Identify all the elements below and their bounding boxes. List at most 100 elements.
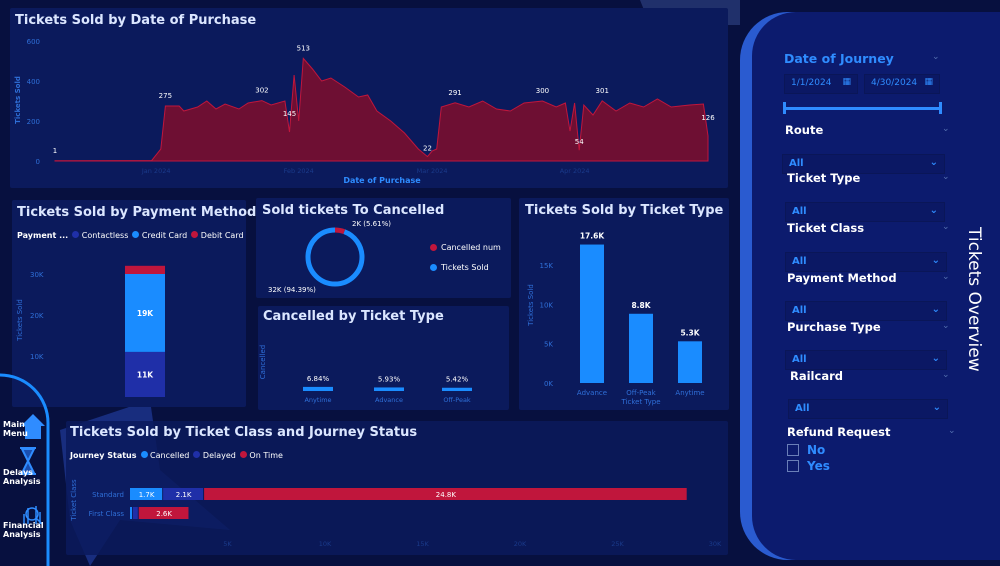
chevron-down-icon[interactable]: ⌄ [932,52,940,62]
nav-delays-analysis[interactable]: Delays Analysis [2,445,48,489]
y-tick-label: 10K [30,353,44,361]
donut-slice-tickets-sold [305,227,365,287]
cancelled-slice-label: 2K (5.61%) [352,220,391,228]
chevron-down-icon: ⌄ [929,157,938,168]
y-axis-label: Tickets Sold [527,284,535,327]
data-label: 5.42% [446,376,469,384]
railcard-dropdown[interactable]: All ⌄ [788,399,948,419]
data-label: 291 [448,89,461,97]
data-label: 145 [283,110,296,118]
data-label: 513 [297,44,310,52]
slider-handle-start[interactable] [783,102,786,114]
ticket-type-dropdown[interactable]: All ⌄ [785,202,945,222]
chart-title: Cancelled by Ticket Type [263,309,444,324]
x-tick-label: Mar 2024 [417,167,448,175]
bar-segment-on-time [204,488,687,500]
chevron-down-icon[interactable]: ⌄ [942,321,950,331]
date-end-input[interactable]: 4/30/2024 ▦ [864,74,940,94]
chart-title: Tickets Sold by Ticket Type [525,203,724,218]
chevron-down-icon[interactable]: ⌄ [942,370,950,380]
legend-item-cancelled-num[interactable]: Cancelled num [430,243,501,252]
data-label: 126 [701,114,715,122]
legend-item-on-time[interactable]: On Time [239,451,283,460]
area-series [54,57,709,162]
chevron-down-icon[interactable]: ⌄ [942,172,950,182]
date-start-input[interactable]: 1/1/2024 ▦ [784,74,858,94]
y-tick-label: 200 [27,118,40,126]
legend-item-delayed[interactable]: Delayed [193,451,236,460]
chevron-down-icon[interactable]: ⌄ [942,222,950,232]
legend-title: Payment ... [17,231,69,240]
x-tick-label: Jan 2024 [141,167,171,175]
legend-item-tickets-sold[interactable]: Tickets Sold [430,263,489,272]
date-range-slider[interactable] [784,107,942,110]
bar [303,386,333,391]
x-tick-label: Anytime [304,396,331,404]
x-tick-label: Off-Peak [626,389,656,397]
data-label: 22 [423,145,432,153]
y-tick-label: 30K [30,271,44,279]
filter-sidebar: Date of Journey ⌄ 1/1/2024 ▦ 4/30/2024 ▦ R… [740,12,1000,560]
legend: Payment ... Contactless Credit Card Debi… [17,231,244,240]
filter-label-ticket-type: Ticket Type [787,171,861,185]
bar-segment-delayed [132,507,138,519]
bar-segment-delayed [163,488,204,500]
chevron-down-icon[interactable]: ⌄ [942,272,950,282]
x-tick-label: 5K [223,540,232,548]
data-label: 302 [255,87,268,95]
data-label: 11K [137,370,154,379]
y-axis-label: Ticket Class [70,479,78,522]
nav-arc [0,373,50,566]
nav-label: Delays Analysis [3,468,41,486]
sold-to-cancelled-panel: Sold tickets To Cancelled 2K (5.61%) 32K… [256,198,511,298]
payment-method-dropdown[interactable]: All ⌄ [785,301,947,321]
chevron-down-icon[interactable]: ⌄ [948,426,956,436]
refund-request-label: Refund Request [787,425,891,439]
x-tick-label: Advance [375,396,403,404]
bar [442,387,472,391]
legend-item-debit-card[interactable]: Debit Card [191,231,244,240]
slider-handle-end[interactable] [939,102,942,114]
bar [374,387,404,391]
x-tick-label: Advance [577,389,607,397]
filter-label-payment-method: Payment Method [787,271,897,285]
class-journey-chart: 5K 10K 15K 20K 25K 30K Ticket Class Standard 1.7… [70,479,722,548]
legend-title: Journey Status [70,451,137,460]
nav-main-menu[interactable]: Main Menu [2,412,48,442]
legend-item-credit-card[interactable]: Credit Card [132,231,187,240]
bar [629,313,653,383]
y-tick-label: 600 [27,38,40,46]
data-label: 5.93% [378,375,401,383]
calendar-icon[interactable]: ▦ [924,77,933,87]
legend-item-cancelled[interactable]: Cancelled [140,451,189,460]
home-icon [21,414,45,439]
bar [678,341,702,383]
x-tick-label: 15K [416,540,429,548]
date-of-journey-label: Date of Journey [784,51,894,66]
x-tick-label: Off-Peak [443,396,471,404]
refund-no-checkbox[interactable]: No [787,443,825,457]
chart-title: Tickets Sold by Payment Method [17,205,257,220]
chart-title: Sold tickets To Cancelled [262,203,445,218]
purchase-type-dropdown[interactable]: All ⌄ [785,350,947,370]
nav-label: Financial Analysis [3,521,44,539]
x-tick-label: Anytime [675,389,704,397]
y-tick-label: First Class [89,510,125,518]
data-label: 301 [596,87,609,95]
x-axis-label: Date of Purchase [343,176,421,185]
nav-financial-analysis[interactable]: Financial Analysis [2,500,48,542]
refund-yes-checkbox[interactable]: Yes [787,459,830,473]
data-label: 8.8K [631,301,651,310]
data-label: 2.1K [176,491,192,499]
data-label: 6.84% [307,375,330,383]
legend-item-contactless[interactable]: Contactless [72,231,128,240]
route-dropdown[interactable]: All ⌄ [782,154,945,174]
y-axis-label: Tickets Sold [14,76,22,124]
ticket-class-dropdown[interactable]: All ⌄ [785,252,947,272]
bar-segment-cancelled [130,488,163,500]
chevron-down-icon[interactable]: ⌄ [942,124,950,134]
data-label: 54 [575,138,584,146]
sold-to-cancelled-donut [305,227,365,287]
filter-label-route: Route [785,123,824,137]
calendar-icon[interactable]: ▦ [842,77,851,87]
